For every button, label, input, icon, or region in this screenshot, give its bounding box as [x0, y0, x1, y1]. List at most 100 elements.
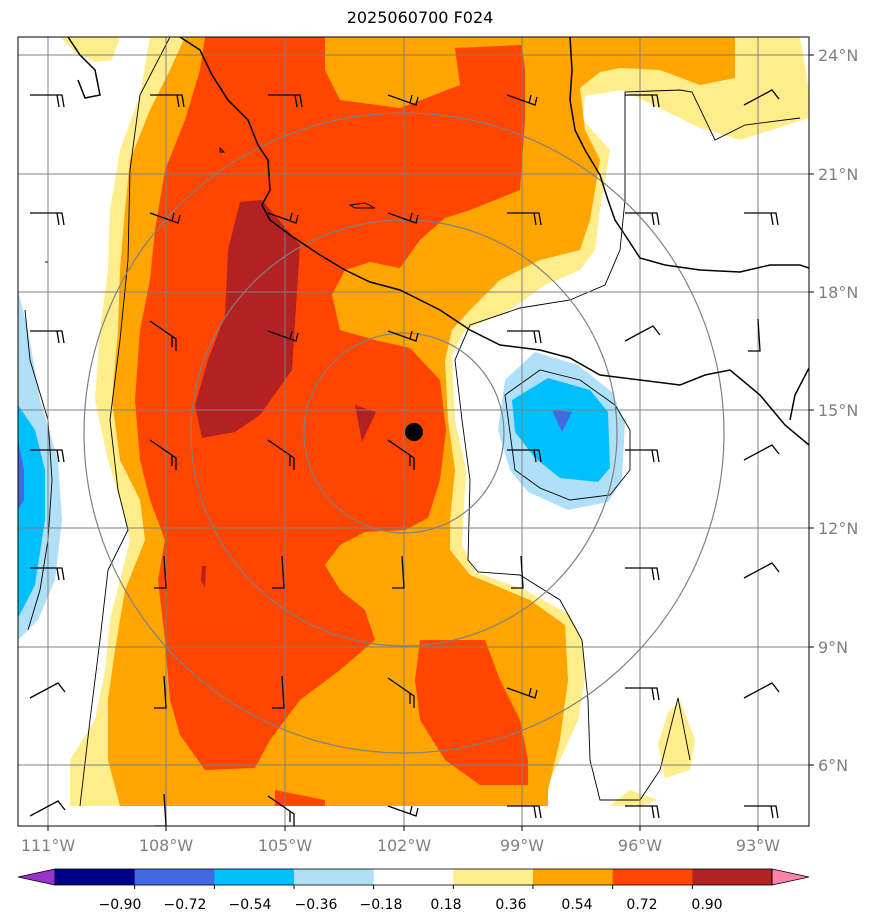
colorbar-segment [294, 869, 375, 885]
wind-barb-icon [154, 555, 167, 589]
colorbar-tick-label: 0.90 [691, 897, 722, 913]
wind-barb-icon [267, 795, 295, 826]
map-frame [17, 36, 810, 827]
colorbar-tick-label: −0.36 [295, 897, 338, 913]
wind-barb-icon [744, 805, 779, 819]
wind-barb-icon [507, 805, 542, 819]
wind-barb-icon [149, 212, 181, 224]
wind-barb-icon [387, 439, 415, 470]
wind-barb-icon [272, 675, 285, 709]
wind-barb-icon [268, 94, 303, 108]
wind-barb-icon [743, 89, 780, 106]
contour-band-0.54 [135, 37, 525, 770]
contour-band-0.18 [60, 37, 120, 62]
axis-ticks [47, 54, 814, 831]
wind-barb-icon [748, 318, 761, 352]
range-ring-inner [303, 332, 505, 534]
colorbar-tick-label: −0.54 [229, 897, 272, 913]
contour-band-neg0.36 [18, 405, 45, 618]
wind-barb-icon [625, 212, 660, 226]
lat-tick-label: 12°N [818, 519, 858, 538]
wind-barb-icon [267, 439, 295, 470]
lon-tick-label: 93°W [736, 836, 780, 855]
contour-band-0.54 [275, 790, 325, 806]
borders [45, 146, 376, 263]
storm-center-marker [405, 423, 423, 441]
colorbar-segment [55, 869, 136, 885]
colorbar [17, 868, 810, 889]
lon-tick-label: 99°W [500, 836, 544, 855]
wind-barb-icon [625, 94, 660, 108]
wind-barb-icon [625, 567, 660, 581]
wind-barb-icon [507, 212, 542, 226]
range-ring-outer [83, 112, 725, 754]
contour-band-0.18 [658, 700, 695, 778]
contour-band-0.72 [201, 566, 206, 588]
wind-barb-icon [506, 687, 538, 699]
latitude-labels: 24°N 21°N 18°N 15°N 12°N 9°N 6°N [818, 46, 858, 775]
wind-barbs [29, 89, 780, 826]
lat-tick-label: 24°N [818, 46, 858, 65]
wind-barb-icon [387, 330, 419, 342]
wind-barb-icon [507, 449, 542, 463]
wind-barb-icon [744, 212, 779, 226]
wind-barb-icon [743, 444, 780, 461]
colorbar-extend-low [17, 868, 56, 886]
wind-barb-icon [625, 805, 660, 819]
wind-barb-icon [30, 94, 65, 108]
wind-barb-icon [150, 94, 185, 108]
range-ring-middle [190, 219, 618, 647]
map-title: 2025060700 F024 [346, 8, 494, 27]
wind-barb-icon [625, 449, 660, 463]
longitude-labels: 111°W 108°W 105°W 102°W 99°W 96°W 93°W [21, 836, 780, 855]
wind-barb-icon [387, 805, 419, 817]
lon-tick-label: 96°W [618, 836, 662, 855]
colorbar-tick-label: 0.18 [430, 897, 461, 913]
lat-tick-label: 15°N [818, 401, 858, 420]
wind-barb-icon [743, 562, 780, 579]
colorbar-segment [533, 869, 614, 885]
contour-band-neg0.54 [18, 440, 24, 510]
lon-tick-label: 105°W [258, 836, 313, 855]
wind-barb-icon [387, 212, 419, 224]
wind-barb-icon [392, 555, 405, 589]
contour-lines [24, 37, 801, 807]
contour-band-neg0.54 [552, 410, 572, 432]
colorbar-tick-label: −0.72 [164, 897, 207, 913]
wind-barb-icon [511, 555, 524, 589]
wind-barb-icon [154, 675, 167, 709]
range-rings [83, 112, 725, 754]
lon-tick-label: 111°W [21, 836, 76, 855]
colorbar-segment [214, 869, 295, 885]
colorbar-tick-label: 0.54 [561, 897, 592, 913]
wind-barb-icon [624, 325, 661, 342]
wind-barb-icon [30, 567, 65, 581]
graticule [18, 37, 809, 826]
wind-barb-icon [29, 682, 66, 699]
lat-tick-label: 18°N [818, 283, 858, 302]
contour-band-0.72 [355, 405, 376, 442]
colorbar-tick-label: 0.36 [495, 897, 526, 913]
wind-barb-icon [506, 94, 538, 106]
wind-barb-icon [743, 682, 780, 699]
colorbar-segment [453, 869, 534, 885]
colorbar-tick-label: −0.90 [99, 897, 142, 913]
map-plot-area [18, 37, 809, 826]
lat-tick-label: 9°N [818, 638, 848, 657]
contour-band-neg0.36 [512, 378, 610, 482]
lon-tick-label: 108°W [139, 836, 194, 855]
wind-barb-icon [272, 555, 285, 589]
wind-barb-icon [29, 800, 66, 817]
wind-barb-icon [267, 212, 299, 224]
colorbar-tick-label: −0.18 [360, 897, 403, 913]
wind-barb-icon [387, 94, 419, 106]
contour-band-0.72 [195, 200, 300, 438]
colorbar-labels: −0.90 −0.72 −0.54 −0.36 −0.18 0.18 0.36 … [99, 897, 723, 913]
colorbar-segment [373, 869, 454, 885]
wind-barb-icon [30, 330, 65, 344]
wind-barb-icon [149, 439, 177, 470]
wind-barb-icon [154, 793, 167, 826]
coastline [67, 37, 809, 446]
wind-barb-icon [507, 330, 542, 344]
